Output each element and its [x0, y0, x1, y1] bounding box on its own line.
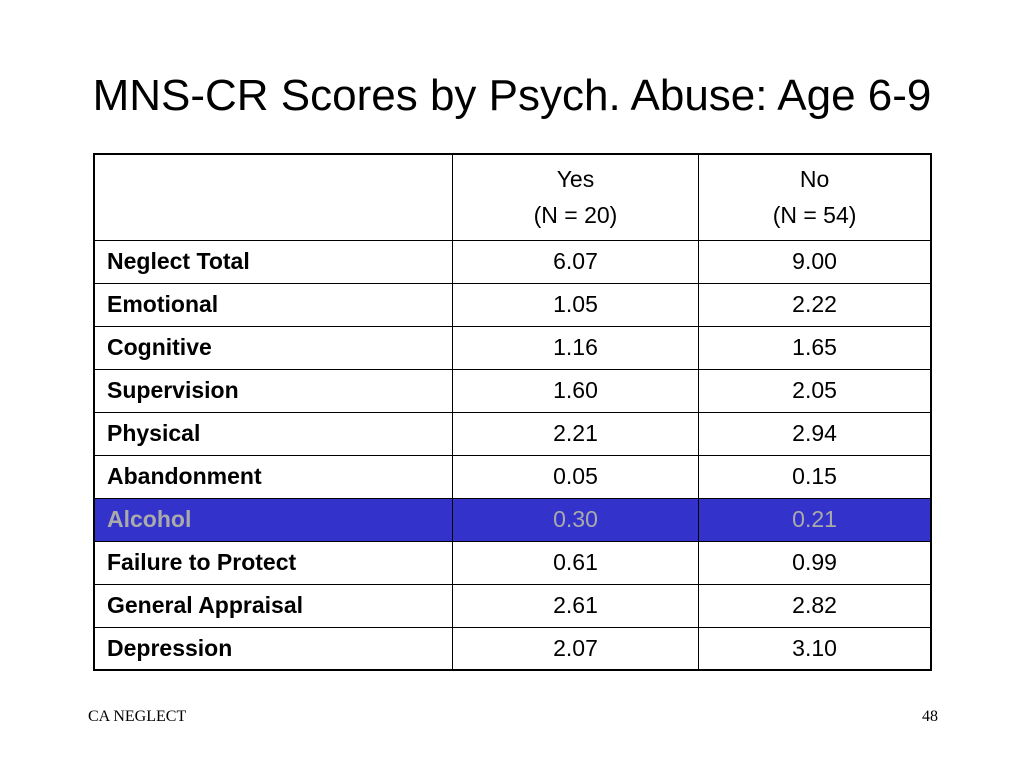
table-row: Physical 2.21 2.94: [92, 411, 933, 456]
value-yes: 1.60: [451, 368, 700, 413]
value-yes: 0.05: [451, 454, 700, 499]
row-label: General Appraisal: [92, 583, 453, 628]
value-yes: 0.61: [451, 540, 700, 585]
table-row: Cognitive 1.16 1.65: [92, 325, 933, 370]
value-yes: 2.21: [451, 411, 700, 456]
table-row: Abandonment 0.05 0.15: [92, 454, 933, 499]
value-no: 2.05: [698, 368, 933, 413]
value-yes: 1.05: [451, 282, 700, 327]
row-label: Alcohol: [92, 497, 453, 542]
value-no: 0.15: [698, 454, 933, 499]
table-row: Neglect Total 6.07 9.00: [92, 239, 933, 284]
table-header-row: Yes (N = 20) No (N = 54): [92, 153, 933, 241]
column-header-sublabel: (N = 20): [533, 202, 618, 229]
row-label: Neglect Total: [92, 239, 453, 284]
value-no: 2.82: [698, 583, 933, 628]
row-label: Emotional: [92, 282, 453, 327]
table-row-highlighted: Alcohol 0.30 0.21: [92, 497, 933, 542]
scores-table: Yes (N = 20) No (N = 54) Neglect Total 6…: [92, 153, 933, 671]
page-number: 48: [922, 708, 938, 725]
value-no: 0.99: [698, 540, 933, 585]
value-no: 2.22: [698, 282, 933, 327]
column-header-sublabel: (N = 54): [772, 202, 857, 229]
row-label: Supervision: [92, 368, 453, 413]
corner-cell: [92, 153, 453, 241]
column-header-yes: Yes (N = 20): [451, 153, 700, 241]
column-header-label: No: [799, 166, 830, 193]
column-header-no: No (N = 54): [698, 153, 933, 241]
table-row: Supervision 1.60 2.05: [92, 368, 933, 413]
column-header-label: Yes: [556, 166, 595, 193]
value-yes: 0.30: [451, 497, 700, 542]
value-yes: 2.61: [451, 583, 700, 628]
footer-label: CA NEGLECT: [88, 708, 187, 725]
value-yes: 1.16: [451, 325, 700, 370]
table-row: Emotional 1.05 2.22: [92, 282, 933, 327]
value-yes: 6.07: [451, 239, 700, 284]
row-label: Physical: [92, 411, 453, 456]
value-no: 1.65: [698, 325, 933, 370]
table-row: Failure to Protect 0.61 0.99: [92, 540, 933, 585]
row-label: Depression: [92, 626, 453, 671]
value-no: 3.10: [698, 626, 933, 671]
slide-title: MNS-CR Scores by Psych. Abuse: Age 6-9: [92, 71, 932, 120]
table-row: General Appraisal 2.61 2.82: [92, 583, 933, 628]
row-label: Failure to Protect: [92, 540, 453, 585]
value-no: 0.21: [698, 497, 933, 542]
table-row: Depression 2.07 3.10: [92, 626, 933, 671]
row-label: Abandonment: [92, 454, 453, 499]
value-yes: 2.07: [451, 626, 700, 671]
row-label: Cognitive: [92, 325, 453, 370]
value-no: 2.94: [698, 411, 933, 456]
value-no: 9.00: [698, 239, 933, 284]
